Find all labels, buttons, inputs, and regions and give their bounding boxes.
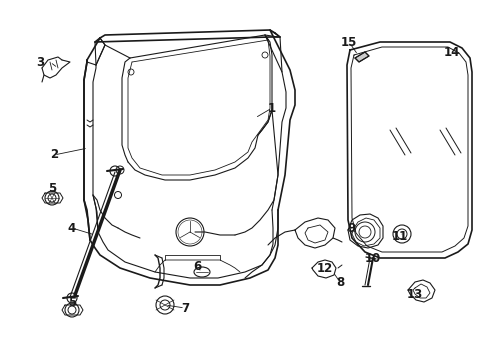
Text: 1: 1 <box>267 102 276 114</box>
Text: 4: 4 <box>68 221 76 234</box>
Text: 13: 13 <box>406 288 422 302</box>
Text: 15: 15 <box>340 36 356 49</box>
Text: 14: 14 <box>443 45 459 58</box>
Text: 12: 12 <box>316 261 332 274</box>
Text: 5: 5 <box>48 181 56 194</box>
Text: 3: 3 <box>36 55 44 68</box>
Polygon shape <box>354 52 368 62</box>
Text: 2: 2 <box>50 148 58 162</box>
Text: 7: 7 <box>181 302 189 315</box>
Text: 8: 8 <box>335 275 344 288</box>
Text: 6: 6 <box>192 261 201 274</box>
Text: 11: 11 <box>391 230 407 243</box>
Text: 5: 5 <box>68 296 76 309</box>
Text: 10: 10 <box>364 252 380 265</box>
Text: 9: 9 <box>347 221 355 234</box>
